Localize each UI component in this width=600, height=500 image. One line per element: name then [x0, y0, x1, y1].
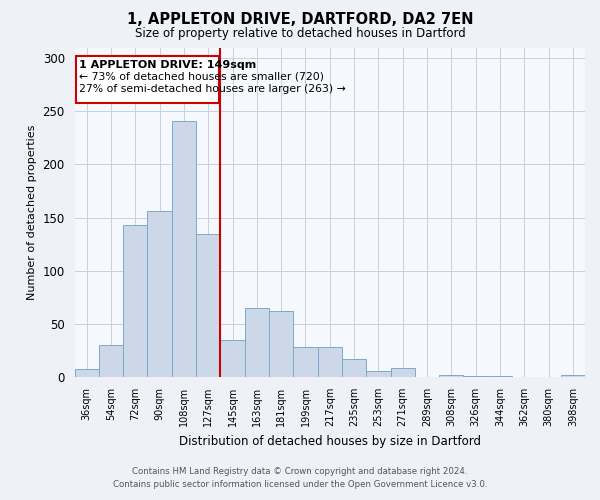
Bar	[463, 376, 488, 377]
Bar	[74, 368, 99, 377]
Text: 27% of semi-detached houses are larger (263) →: 27% of semi-detached houses are larger (…	[79, 84, 346, 94]
Bar	[391, 368, 415, 377]
X-axis label: Distribution of detached houses by size in Dartford: Distribution of detached houses by size …	[179, 434, 481, 448]
Text: 1 APPLETON DRIVE: 149sqm: 1 APPLETON DRIVE: 149sqm	[79, 60, 257, 70]
Y-axis label: Number of detached properties: Number of detached properties	[27, 124, 37, 300]
FancyBboxPatch shape	[76, 56, 219, 103]
Bar	[488, 376, 512, 377]
Bar	[123, 225, 148, 377]
Bar	[317, 348, 342, 377]
Bar	[439, 375, 463, 377]
Bar	[245, 308, 269, 377]
Bar	[220, 340, 245, 377]
Bar	[560, 375, 585, 377]
Bar	[148, 211, 172, 377]
Text: Contains HM Land Registry data © Crown copyright and database right 2024.
Contai: Contains HM Land Registry data © Crown c…	[113, 467, 487, 489]
Bar	[269, 311, 293, 377]
Text: ← 73% of detached houses are smaller (720): ← 73% of detached houses are smaller (72…	[79, 72, 325, 82]
Bar	[172, 121, 196, 377]
Bar	[366, 370, 391, 377]
Text: 1, APPLETON DRIVE, DARTFORD, DA2 7EN: 1, APPLETON DRIVE, DARTFORD, DA2 7EN	[127, 12, 473, 28]
Bar	[293, 348, 317, 377]
Bar	[99, 345, 123, 377]
Text: Size of property relative to detached houses in Dartford: Size of property relative to detached ho…	[134, 28, 466, 40]
Bar	[196, 234, 220, 377]
Bar	[342, 359, 366, 377]
